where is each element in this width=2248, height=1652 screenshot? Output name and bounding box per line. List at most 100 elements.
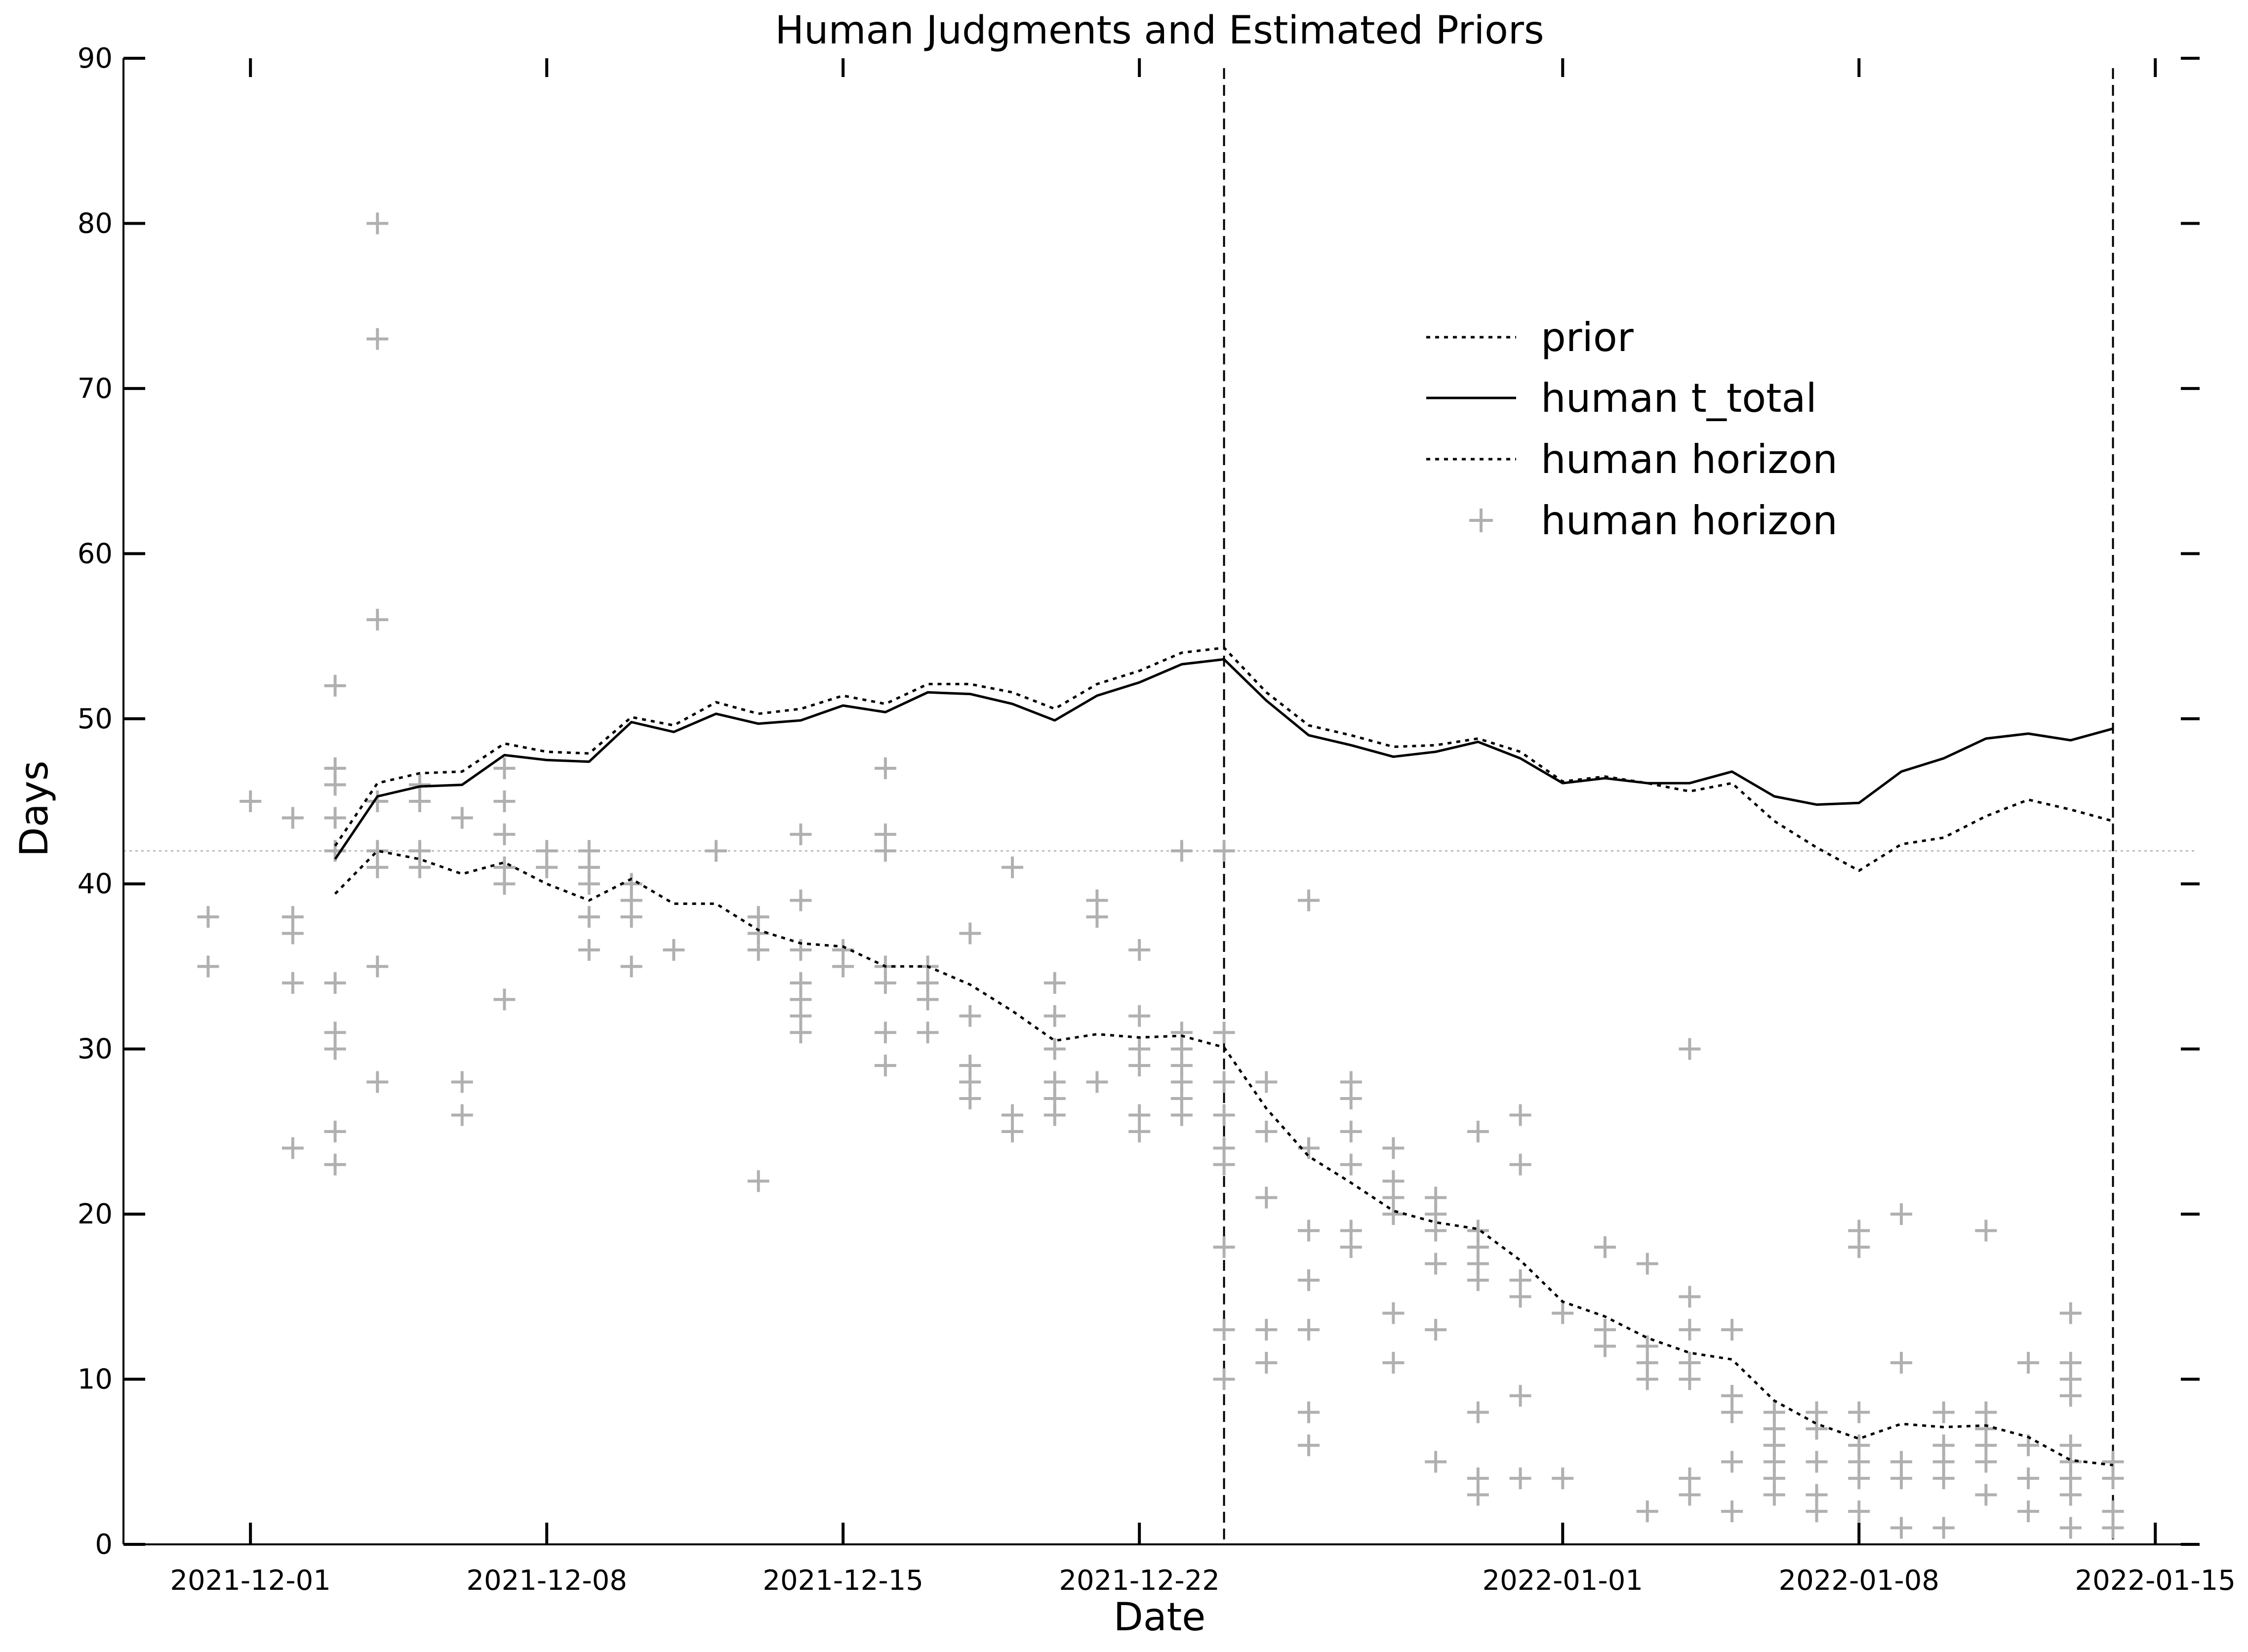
scatter-point bbox=[1213, 1153, 1235, 1176]
scatter-point bbox=[1086, 906, 1108, 928]
prior-line bbox=[334, 646, 2114, 872]
scatter-point bbox=[747, 1170, 769, 1192]
scatter-point bbox=[1763, 1484, 1785, 1506]
scatter-point bbox=[1382, 1137, 1405, 1159]
scatter-point bbox=[1721, 1319, 1743, 1341]
scatter-point bbox=[1721, 1451, 1743, 1473]
scatter-point bbox=[493, 988, 516, 1011]
scatter-point bbox=[874, 1022, 896, 1044]
scatter-point bbox=[1467, 1401, 1489, 1423]
scatter-point bbox=[1213, 1104, 1235, 1126]
human-t-total-line bbox=[334, 658, 2114, 860]
scatter-point bbox=[1255, 1186, 1278, 1209]
scatter-point bbox=[1298, 1269, 1320, 1291]
scatter-point bbox=[1298, 1219, 1320, 1242]
scatter-point bbox=[240, 790, 262, 812]
scatter-point bbox=[874, 1055, 896, 1077]
scatter-point bbox=[1975, 1484, 1997, 1506]
scatter-point bbox=[959, 1088, 981, 1109]
scatter-point bbox=[1848, 1401, 1870, 1423]
scatter-point bbox=[1255, 1071, 1278, 1093]
scatter-point bbox=[493, 823, 516, 845]
scatter-point bbox=[1932, 1401, 1955, 1423]
scatter-point bbox=[790, 889, 812, 911]
scatter-point bbox=[1636, 1368, 1658, 1390]
scatter-point bbox=[1932, 1517, 1955, 1539]
scatter-point bbox=[1128, 1120, 1151, 1142]
scatter-point bbox=[1213, 840, 1235, 862]
scatter-point bbox=[2017, 1467, 2040, 1490]
scatter-point bbox=[324, 774, 346, 796]
scatter-point bbox=[1128, 939, 1151, 961]
scatter-point bbox=[1975, 1219, 1997, 1242]
human-horizon-line bbox=[334, 849, 2113, 1466]
scatter-point bbox=[451, 807, 473, 829]
scatter-point bbox=[409, 856, 431, 878]
y-tick-label: 50 bbox=[78, 703, 113, 735]
y-tick-label: 90 bbox=[78, 42, 113, 75]
scatter-point bbox=[1509, 1467, 1531, 1490]
scatter-point bbox=[1721, 1401, 1743, 1423]
scatter-point bbox=[917, 988, 939, 1011]
scatter-point bbox=[1213, 1022, 1235, 1044]
scatter-point bbox=[1298, 1434, 1320, 1456]
scatter-point bbox=[366, 856, 389, 878]
scatter-point bbox=[1382, 1352, 1405, 1374]
scatter-point bbox=[1425, 1253, 1447, 1275]
scatter-point bbox=[1721, 1500, 1743, 1523]
scatter-point bbox=[1213, 1319, 1235, 1341]
scatter-point bbox=[1932, 1467, 1955, 1490]
scatter-point bbox=[1340, 1153, 1362, 1176]
scatter-point bbox=[1552, 1302, 1574, 1324]
scatter-point bbox=[1340, 1236, 1362, 1258]
scatter-point bbox=[705, 840, 727, 862]
scatter-point bbox=[917, 1022, 939, 1044]
scatter-point bbox=[1467, 1120, 1489, 1142]
scatter-point bbox=[366, 609, 389, 631]
scatter-point bbox=[1213, 1071, 1235, 1093]
scatter-point bbox=[1213, 1236, 1235, 1258]
scatter-point bbox=[1509, 1104, 1531, 1126]
legend-label: human t_total bbox=[1541, 375, 1817, 421]
scatter-point bbox=[366, 790, 389, 812]
scatter-point bbox=[1509, 1153, 1531, 1176]
legend-label: prior bbox=[1541, 315, 1634, 360]
scatter-point bbox=[324, 972, 346, 994]
scatter-point bbox=[1467, 1269, 1489, 1291]
x-tick-label: 2021-12-08 bbox=[466, 1565, 627, 1597]
legend-entry-human-t-total: human t_total bbox=[1426, 375, 1817, 421]
scatter-point bbox=[1255, 1352, 1278, 1374]
scatter-point bbox=[578, 939, 600, 961]
scatter-point bbox=[493, 757, 516, 780]
scatter-point bbox=[2059, 1302, 2082, 1324]
scatter-point bbox=[1044, 1038, 1066, 1060]
scatter-point bbox=[2017, 1500, 2040, 1523]
scatter-point bbox=[1170, 840, 1193, 862]
scatter-point bbox=[1128, 1005, 1151, 1027]
scatter-point bbox=[1509, 1385, 1531, 1407]
scatter-point bbox=[578, 906, 600, 928]
scatter-point bbox=[324, 1038, 346, 1060]
scatter-point bbox=[747, 939, 769, 961]
scatter-point bbox=[1425, 1451, 1447, 1473]
legend-entry-human-horizon-scatter: human horizon bbox=[1469, 498, 1838, 544]
scatter-point bbox=[451, 1104, 473, 1126]
legend-entry-prior: prior bbox=[1426, 315, 1634, 360]
scatter-point bbox=[1509, 1286, 1531, 1308]
scatter-point bbox=[1298, 1319, 1320, 1341]
scatter-point bbox=[197, 955, 219, 978]
scatter-point bbox=[1298, 889, 1320, 911]
scatter-point bbox=[281, 922, 304, 944]
scatter-point bbox=[281, 1137, 304, 1159]
legend-entry-human-horizon-line: human horizon bbox=[1426, 436, 1838, 482]
plot-elements bbox=[123, 68, 2198, 1544]
axes-layer: 0 10 20 30 40 50 60 70 80 90 2021-12-01 2021-12-08 2… bbox=[78, 42, 2236, 1597]
scatter-point bbox=[2059, 1517, 2082, 1539]
scatter-point bbox=[2102, 1517, 2124, 1539]
scatter-point bbox=[281, 972, 304, 994]
scatter-point bbox=[366, 1071, 389, 1093]
x-tick-label: 2022-01-01 bbox=[1483, 1565, 1643, 1597]
scatter-point bbox=[1044, 972, 1066, 994]
scatter-point bbox=[620, 906, 642, 928]
scatter-point bbox=[536, 856, 558, 878]
